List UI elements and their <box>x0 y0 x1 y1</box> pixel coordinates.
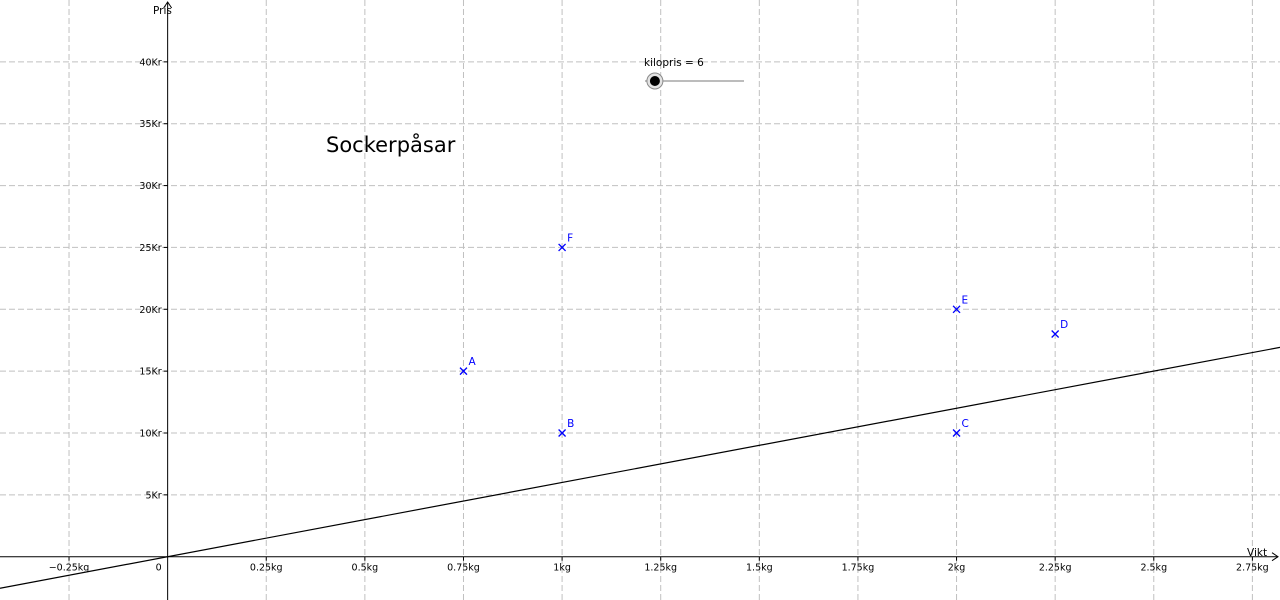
point-marker[interactable] <box>1051 330 1060 338</box>
x-tick-label: 2.25kg <box>1039 563 1072 574</box>
x-tick-label: 2kg <box>948 563 966 574</box>
x-tick-label: 1kg <box>553 563 571 574</box>
x-tick-label: 0.25kg <box>250 563 283 574</box>
point-label: A <box>468 356 476 368</box>
slider-kilopris[interactable]: kilopris = 6 <box>644 57 744 90</box>
point-marker[interactable] <box>952 429 961 437</box>
slider-handle[interactable] <box>649 76 660 86</box>
y-axis-arrow <box>163 1 173 9</box>
x-tick-label: 1.5kg <box>746 563 773 574</box>
x-tick-label: 0.5kg <box>352 563 379 574</box>
point-label: D <box>1060 319 1068 331</box>
point-marker[interactable] <box>459 367 468 376</box>
x-tick-label: −0.25kg <box>49 563 90 574</box>
point-b[interactable]: B <box>558 418 575 437</box>
point-marker[interactable] <box>558 243 567 252</box>
y-tick-label: 35Kr <box>139 119 161 130</box>
x-tick-label: 2.75kg <box>1236 563 1269 574</box>
data-points[interactable]: A B C D E F <box>459 232 1069 437</box>
y-tick-label: 20Kr <box>139 305 161 316</box>
point-label: C <box>962 418 969 430</box>
title-text-sockerpasar[interactable]: Sockerpåsar <box>326 132 456 157</box>
y-tick-label: 25Kr <box>139 243 161 254</box>
point-label: E <box>962 294 969 306</box>
y-tick-label: 5Kr <box>145 490 161 501</box>
y-tick-label: 15Kr <box>139 367 161 378</box>
point-label: F <box>567 232 573 244</box>
x-tick-label: 1.25kg <box>644 563 677 574</box>
y-axis-title: Pris <box>153 5 172 17</box>
y-tick-label: 30Kr <box>139 181 161 192</box>
slider-caption: kilopris = 6 <box>644 57 704 69</box>
x-tick-label: 2.5kg <box>1140 563 1167 574</box>
y-tick-label: 40Kr <box>139 57 161 68</box>
x-axis-arrow <box>1271 552 1279 562</box>
point-e[interactable]: E <box>952 294 969 314</box>
x-tick-label: 0.75kg <box>447 563 480 574</box>
point-f[interactable]: F <box>558 232 574 252</box>
point-marker[interactable] <box>558 429 567 437</box>
point-c[interactable]: C <box>952 418 969 437</box>
line-kilopris[interactable] <box>0 346 1280 589</box>
x-tick-label: 1.75kg <box>842 563 875 574</box>
point-a[interactable]: A <box>459 356 477 376</box>
x-axis-title: Vikt <box>1247 547 1267 559</box>
point-d[interactable]: D <box>1051 319 1069 338</box>
price-line[interactable] <box>0 346 1280 589</box>
y-tick-label: 10Kr <box>139 428 161 439</box>
x-tick-label: 0 <box>156 563 162 574</box>
tick-labels: −0.25kg 0 0.25kg 0.5kg 0.75kg 1kg 1.25kg 1.5kg 1… <box>49 57 1269 574</box>
point-label: B <box>567 418 574 430</box>
point-marker[interactable] <box>952 305 961 314</box>
